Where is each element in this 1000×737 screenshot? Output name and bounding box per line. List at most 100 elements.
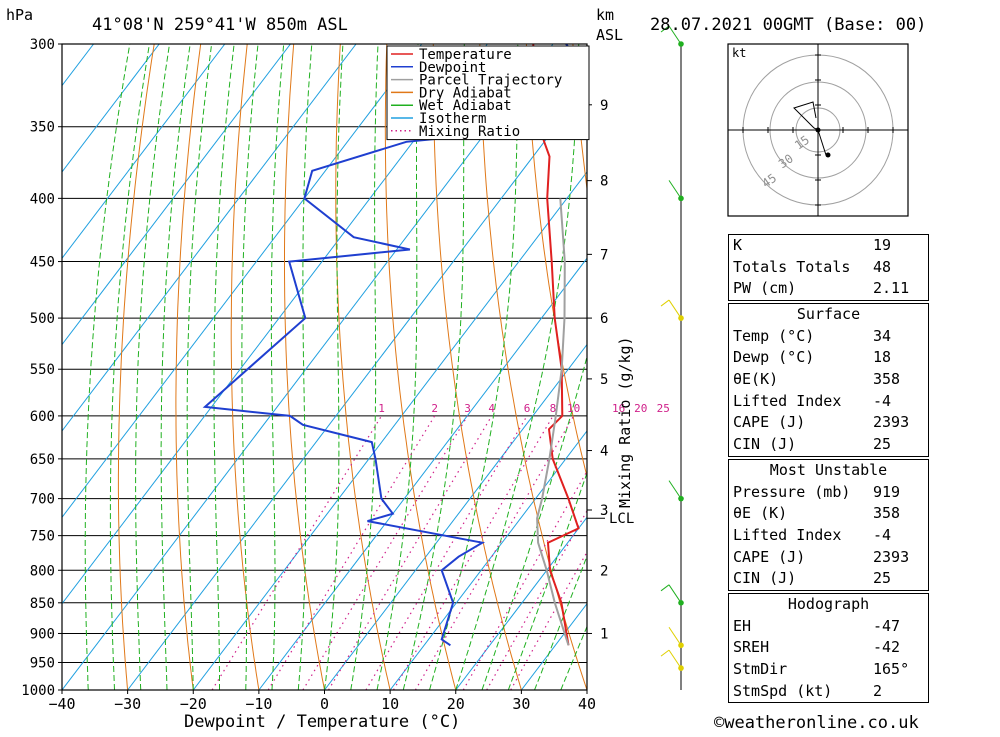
height-label-8: 8 (600, 174, 608, 190)
temp-label-20: 20 (447, 695, 465, 713)
mixing-ratio-line-4 (329, 416, 492, 690)
x-axis-label: Dewpoint / Temperature (°C) (184, 712, 460, 732)
hodograph-title: Hodograph (729, 594, 928, 616)
mixing-ratio-label-4: 4 (488, 402, 495, 415)
surface-cin: CIN (J)25 (729, 434, 928, 456)
mixing-ratio-label-8: 8 (550, 402, 557, 415)
pressure-label-650: 650 (30, 452, 55, 468)
mu-lifted-index: Lifted Index-4 (729, 525, 928, 547)
pressure-label-950: 950 (30, 655, 55, 671)
height-unit-km: km (596, 6, 614, 24)
lcl-label: LCL (609, 511, 634, 527)
wind-barb-staff-700 (669, 481, 681, 499)
surface-title: Surface (729, 304, 928, 326)
mixing-ratio-label-10: 10 (567, 402, 580, 415)
height-label-7: 7 (600, 247, 608, 263)
wind-barb-flag-850 (661, 585, 669, 591)
wet-adiabat-0 (325, 44, 343, 690)
wet-adiabat-m20 (187, 44, 211, 690)
run-date: 28.07.2021 00GMT (Base: 00) (650, 15, 926, 35)
isotherm-m10 (259, 44, 750, 690)
temp-label-m40: −40 (48, 695, 75, 713)
dry-adiabat-m30 (118, 44, 154, 690)
pressure-label-700: 700 (30, 492, 55, 508)
wet-adiabat-m4 (298, 44, 312, 690)
mixing-ratio-label-20: 20 (634, 402, 647, 415)
height-label-1: 1 (600, 626, 608, 642)
hodograph-origin-dot (816, 128, 821, 133)
dry-adiabat-60 (573, 44, 718, 690)
most-unstable-box: Most Unstable Pressure (mb)919 θE (K)358… (728, 459, 929, 591)
temp-label-0: 0 (320, 695, 329, 713)
hodograph-storm-dot (826, 153, 831, 158)
pressure-unit-label: hPa (6, 6, 33, 24)
isotherm-m120 (0, 44, 28, 690)
dry-adiabat-40 (480, 44, 587, 690)
wind-barb-dot-700 (678, 496, 684, 502)
mixing-ratio-label-1: 1 (378, 402, 385, 415)
wind-barb-flag-960 (661, 650, 669, 656)
wet-adiabat-m32 (110, 44, 149, 690)
dry-adiabat-150 (992, 44, 1000, 690)
pressure-label-800: 800 (30, 563, 55, 579)
surface-lifted-index: Lifted Index-4 (729, 391, 928, 413)
dry-adiabat-10 (336, 44, 390, 690)
wind-barb-flag-500 (661, 300, 669, 306)
pressure-label-350: 350 (30, 120, 55, 136)
mixing-ratio-line-8 (394, 416, 554, 690)
temp-label-40: 40 (578, 695, 596, 713)
wet-adiabat-28 (508, 44, 709, 690)
dry-adiabat-m20 (176, 44, 201, 690)
mixing-ratio-label-6: 6 (524, 402, 531, 415)
temp-label-m20: −20 (180, 695, 207, 713)
mixing-ratio-line-6 (366, 416, 527, 690)
wind-barb-staff-500 (669, 300, 681, 318)
location-title: 41°08'N 259°41'W 850m ASL (92, 15, 348, 35)
mu-pressure: Pressure (mb)919 (729, 482, 928, 504)
pressure-label-300: 300 (30, 37, 55, 53)
pressure-label-850: 850 (30, 596, 55, 612)
pressure-label-550: 550 (30, 362, 55, 378)
hodograph-unit: kt (732, 46, 746, 60)
temp-label-30: 30 (512, 695, 530, 713)
height-unit-asl: ASL (596, 26, 623, 44)
mu-theta-e: θE (K)358 (729, 503, 928, 525)
isotherm-m60 (0, 44, 422, 690)
surface-dewp: Dewp (°C)18 (729, 347, 928, 369)
isotherm-m40 (62, 44, 553, 690)
mixing-ratio-label-25: 25 (657, 402, 670, 415)
height-label-2: 2 (600, 563, 608, 579)
mixing-ratio-label-2: 2 (431, 402, 438, 415)
surface-box: Surface Temp (°C)34 Dewp (°C)18 θE(K)358… (728, 303, 929, 457)
surface-temp: Temp (°C)34 (729, 326, 928, 348)
mixing-ratio-axis-label: Mixing Ratio (g/kg) (616, 336, 634, 508)
pressure-label-400: 400 (30, 191, 55, 207)
dry-adiabat-m10 (231, 44, 259, 690)
dry-adiabat-0 (285, 44, 325, 690)
mu-cin: CIN (J)25 (729, 568, 928, 590)
wind-barb-staff-400 (669, 180, 681, 198)
copyright: ©weatheronline.co.uk (714, 713, 919, 733)
pressure-label-600: 600 (30, 409, 55, 425)
index-pw: PW (cm)2.11 (729, 278, 928, 300)
height-label-6: 6 (600, 311, 608, 327)
temp-label-m30: −30 (114, 695, 141, 713)
pressure-label-450: 450 (30, 255, 55, 271)
surface-theta-e: θE(K)358 (729, 369, 928, 391)
mixing-ratio-line-2 (268, 416, 435, 690)
height-label-9: 9 (600, 98, 608, 114)
wind-barb-staff-960 (669, 650, 681, 668)
height-label-5: 5 (600, 372, 608, 388)
temp-label-m10: −10 (245, 695, 272, 713)
height-label-4: 4 (600, 444, 608, 460)
most-unstable-title: Most Unstable (729, 460, 928, 482)
hodo-sreh: SREH-42 (729, 637, 928, 659)
mixing-ratio-label-3: 3 (464, 402, 471, 415)
mu-cape: CAPE (J)2393 (729, 547, 928, 569)
pressure-label-900: 900 (30, 626, 55, 642)
